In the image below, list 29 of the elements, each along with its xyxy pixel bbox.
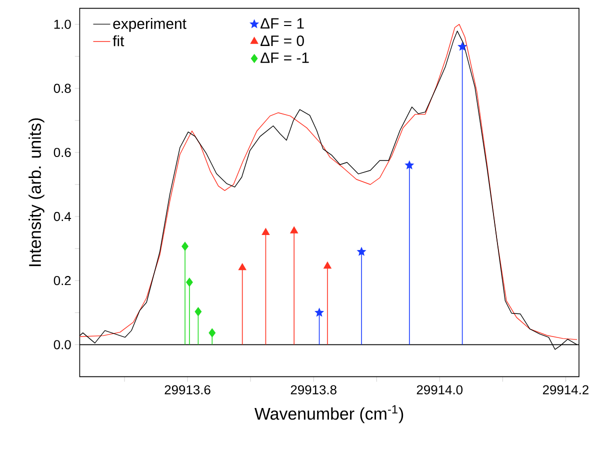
- y-tick-label: 0.0: [54, 340, 71, 350]
- x-axis-title: Wavenumber (cm$^{-1}$): [254, 405, 404, 424]
- x-tick-label: 29913.6: [164, 385, 210, 394]
- legend-label: experiment: [113, 18, 186, 32]
- point: [194, 307, 202, 316]
- point: [182, 242, 188, 251]
- legend-label: fit: [112, 35, 124, 46]
- y-tick-label: 1.0: [54, 20, 71, 29]
- x-tick-label: 29913.8: [290, 385, 336, 394]
- legend-label: ΔF = 0: [260, 36, 304, 46]
- point: [186, 278, 193, 287]
- y-tick-label: 0.6: [54, 148, 71, 158]
- x-tick-label: 29914.2: [542, 385, 588, 394]
- point: [238, 263, 246, 270]
- y-axis-title: Intensity (arb. units): [28, 118, 44, 266]
- point: [208, 328, 216, 338]
- x-tick-label: 29914.0: [416, 385, 463, 394]
- y-tick-label: 0.8: [54, 84, 71, 93]
- point: [324, 262, 332, 269]
- legend-label: ΔF = -1: [260, 52, 309, 63]
- legend-label: ΔF = 1: [260, 18, 304, 29]
- point: [290, 226, 298, 234]
- point: [458, 42, 467, 50]
- point: [262, 228, 270, 235]
- y-tick-label: 0.4: [54, 212, 71, 222]
- point: [357, 247, 366, 256]
- point: [315, 308, 324, 316]
- point: [405, 160, 414, 169]
- y-tick-label: 0.2: [54, 276, 71, 286]
